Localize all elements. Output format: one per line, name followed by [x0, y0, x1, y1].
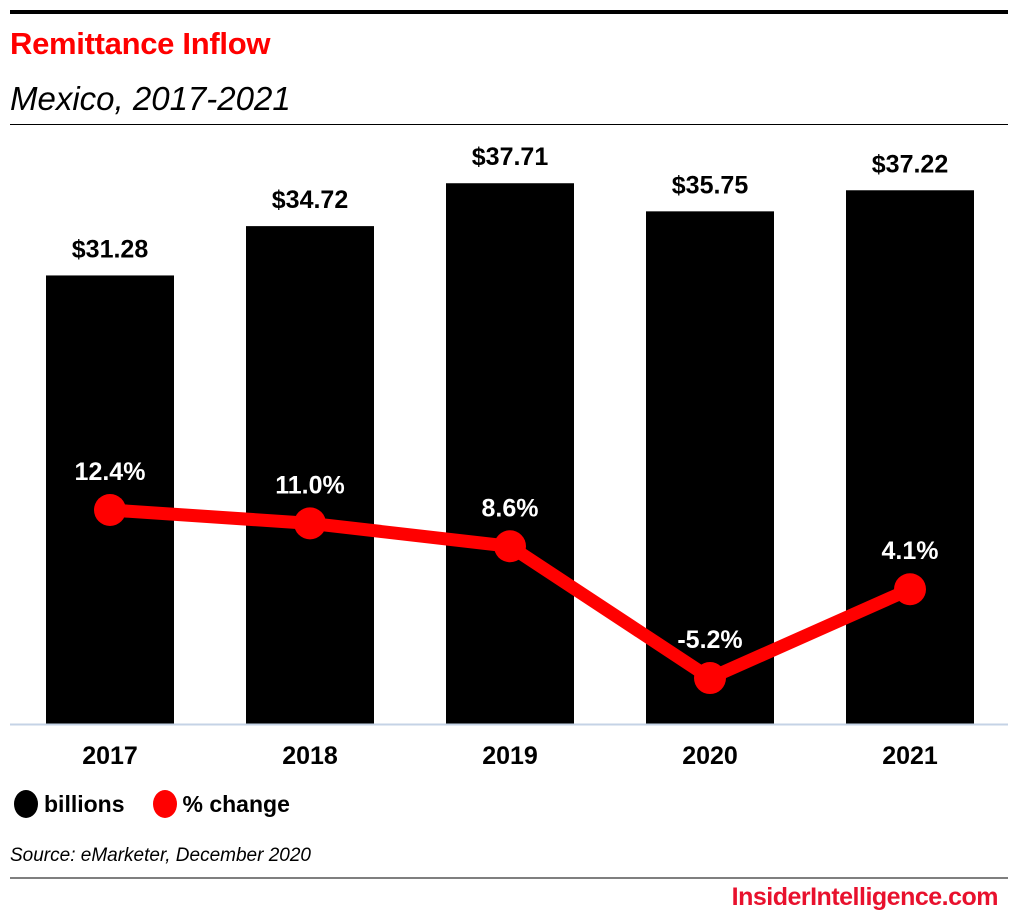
- pct-change-point-2019: [494, 530, 526, 563]
- bar-value-label-2018: $34.72: [272, 186, 348, 214]
- pct-change-label-2021: 4.1%: [882, 537, 939, 565]
- x-tick-label-2017: 2017: [82, 742, 138, 770]
- x-tick-label-2019: 2019: [482, 742, 538, 770]
- brand-logo: InsiderIntelligence.com: [731, 883, 999, 911]
- pct-change-label-2019: 8.6%: [482, 494, 539, 522]
- bar-2019: [446, 183, 574, 725]
- bar-value-label-2019: $37.71: [472, 143, 549, 171]
- legend-label-billions: billions: [44, 790, 125, 817]
- x-tick-label-2020: 2020: [682, 742, 738, 770]
- bar-value-label-2017: $31.28: [72, 235, 149, 263]
- bar-2021: [846, 190, 974, 724]
- subtitle-rule: [10, 124, 1008, 125]
- pct-change-point-2021: [894, 573, 926, 606]
- pct-change-label-2017: 12.4%: [75, 458, 146, 486]
- pct-change-point-2017: [94, 493, 126, 526]
- legend-item-billions: billions: [14, 790, 125, 818]
- pct-change-point-2020: [694, 662, 726, 695]
- source-note: Source: eMarketer, December 2020: [10, 845, 311, 866]
- chart-subtitle: Mexico, 2017-2021: [10, 80, 291, 117]
- bar-2020: [646, 211, 774, 725]
- chart-area: $31.28 $34.72 $37.71 $35.75 $37.22 2017 2018 2…: [10, 143, 1008, 770]
- pct-change-point-2018: [294, 507, 326, 540]
- legend: billions % change: [14, 790, 318, 818]
- top-rule: [10, 10, 1008, 14]
- bar-value-label-2021: $37.22: [872, 150, 948, 178]
- legend-swatch-billions: [14, 790, 38, 818]
- bottom-rule: [10, 877, 1008, 879]
- pct-change-label-2020: -5.2%: [677, 626, 742, 654]
- legend-item-pct-change: % change: [152, 790, 290, 818]
- legend-swatch-pct-change: [152, 790, 177, 818]
- x-tick-label-2021: 2021: [882, 742, 938, 770]
- bar-2018: [246, 226, 374, 724]
- legend-label-pct-change: % change: [182, 790, 290, 817]
- pct-change-label-2018: 11.0%: [275, 471, 345, 499]
- bar-value-label-2020: $35.75: [672, 171, 749, 199]
- chart-title: Remittance Inflow: [10, 26, 271, 61]
- x-tick-label-2018: 2018: [282, 742, 338, 770]
